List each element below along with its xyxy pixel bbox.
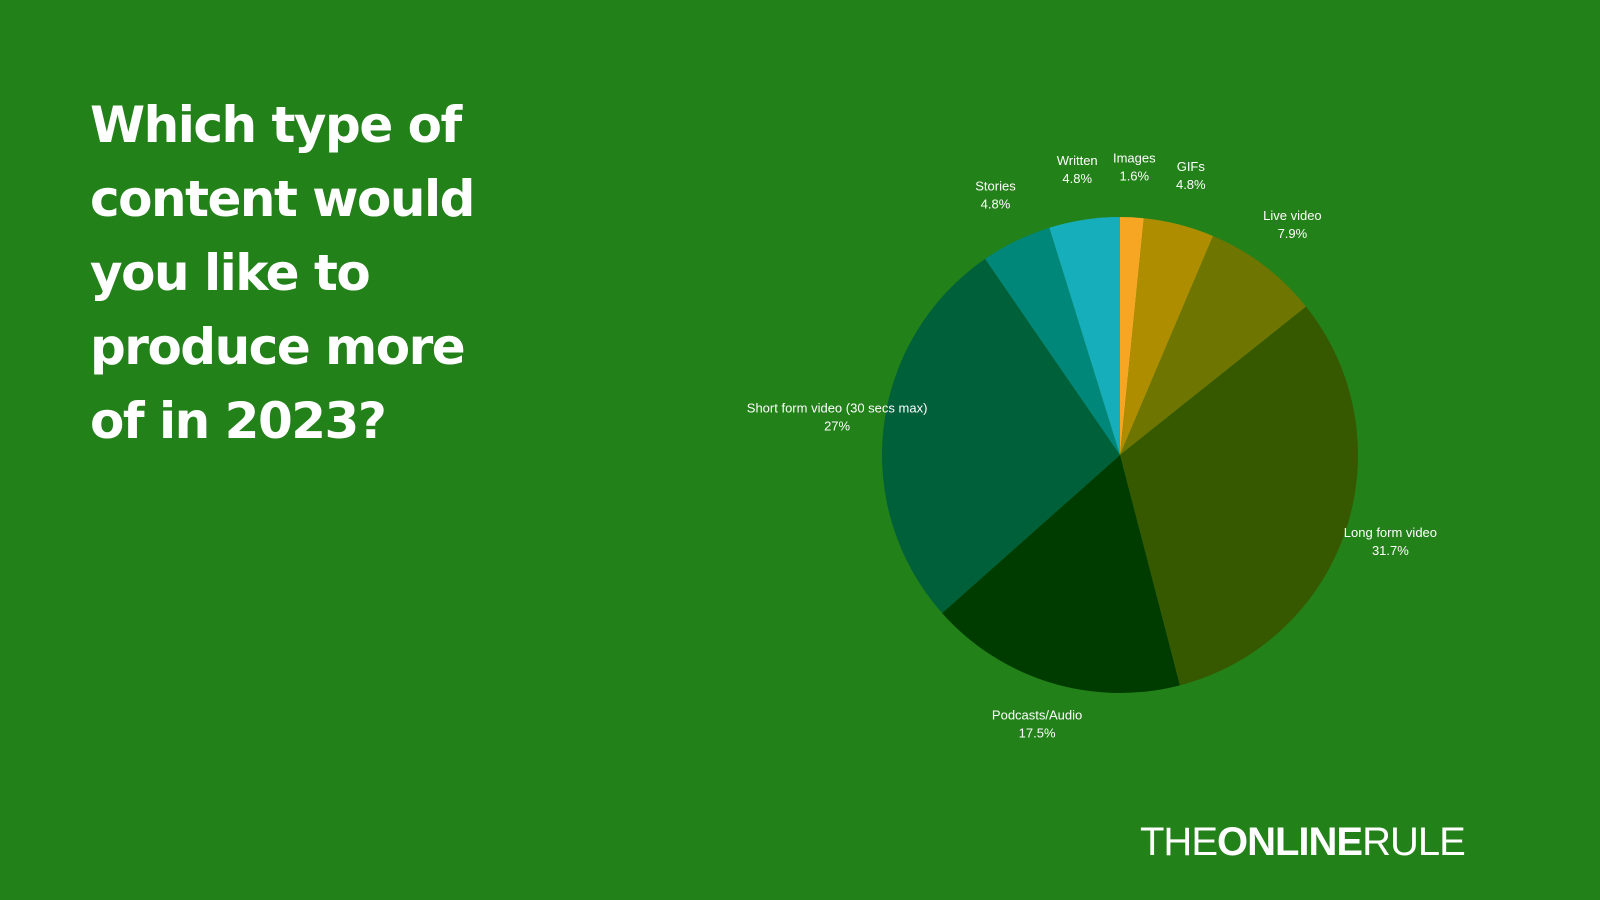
pie-label-name: Long form video bbox=[1344, 525, 1437, 540]
pie-label-short-form-video-30-secs-max: Short form video (30 secs max) 27% bbox=[747, 401, 928, 434]
pie-label-value: 4.8% bbox=[1062, 171, 1092, 186]
pie-slice-stories bbox=[985, 227, 1120, 455]
pie-label-name: Written bbox=[1057, 153, 1098, 168]
pie-label-stories: Stories 4.8% bbox=[975, 179, 1016, 212]
pie-slice-long-form-video bbox=[1120, 306, 1359, 686]
pie-slices bbox=[882, 217, 1359, 693]
pie-slice-gifs bbox=[1120, 218, 1214, 455]
page-title: Which type of content would you like to … bbox=[90, 96, 475, 450]
brand-logo: THEONLINERULE bbox=[1140, 820, 1466, 864]
pie-label-value: 1.6% bbox=[1119, 168, 1149, 183]
pie-slice-podcasts-audio bbox=[942, 455, 1180, 693]
pie-labels: Images 1.6% GIFs 4.8% Live video 7.9% Long for… bbox=[747, 150, 1437, 740]
logo-part-rule: RULE bbox=[1362, 820, 1466, 864]
pie-label-value: 4.8% bbox=[1176, 177, 1206, 192]
pie-label-name: Stories bbox=[975, 179, 1016, 194]
pie-label-name: GIFs bbox=[1177, 159, 1206, 174]
logo-part-online: ONLINE bbox=[1217, 820, 1363, 864]
pie-label-value: 17.5% bbox=[1019, 726, 1056, 741]
pie-label-value: 4.8% bbox=[981, 197, 1011, 212]
pie-slice-short-form-video-30-secs-max bbox=[882, 258, 1120, 614]
pie-label-value: 31.7% bbox=[1372, 543, 1409, 558]
pie-label-name: Live video bbox=[1263, 208, 1322, 223]
pie-label-images: Images 1.6% bbox=[1113, 150, 1156, 183]
pie-slice-written bbox=[1049, 217, 1120, 455]
pie-label-podcasts-audio: Podcasts/Audio 17.5% bbox=[992, 708, 1082, 741]
pie-label-gifs: GIFs 4.8% bbox=[1176, 159, 1206, 192]
logo-part-the: THE bbox=[1140, 820, 1218, 864]
pie-label-long-form-video: Long form video 31.7% bbox=[1344, 525, 1437, 558]
pie-label-value: 27% bbox=[824, 419, 850, 434]
pie-label-name: Short form video (30 secs max) bbox=[747, 401, 928, 416]
pie-slice-images bbox=[1120, 217, 1144, 455]
pie-slice-live-video bbox=[1120, 235, 1307, 455]
pie-label-written: Written 4.8% bbox=[1057, 153, 1098, 186]
pie-label-value: 7.9% bbox=[1278, 226, 1308, 241]
pie-label-live-video: Live video 7.9% bbox=[1263, 208, 1322, 241]
pie-label-name: Podcasts/Audio bbox=[992, 708, 1082, 723]
pie-label-name: Images bbox=[1113, 150, 1156, 165]
